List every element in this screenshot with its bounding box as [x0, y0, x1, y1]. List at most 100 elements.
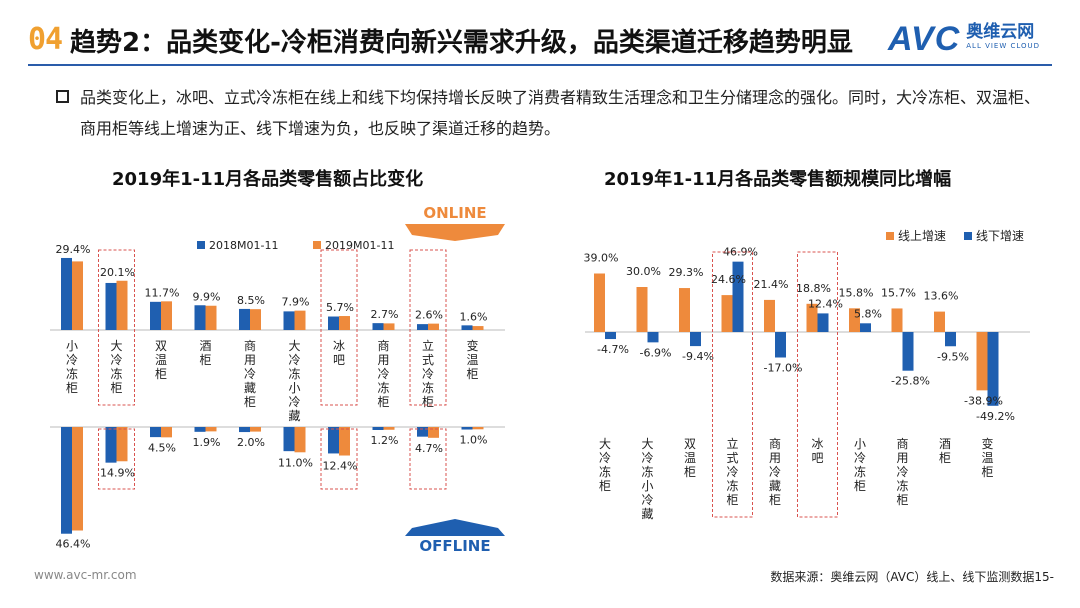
offline-growth-bar	[605, 332, 616, 340]
offline-growth-bar	[690, 332, 701, 347]
online-value-label: 20.1%	[100, 266, 135, 279]
legend-swatch-online	[886, 232, 894, 240]
online-growth-label: -38.9%	[964, 394, 1003, 407]
title-rule	[28, 64, 1052, 66]
offline-bar-2019	[294, 427, 306, 453]
online-value-label: 1.6%	[460, 310, 488, 323]
category-label: 大冷冻柜	[599, 437, 611, 493]
online-value-label: 9.9%	[193, 290, 221, 303]
logo-brand: AVC	[888, 20, 961, 58]
offline-growth-bar	[732, 261, 744, 332]
online-bar-2019	[116, 280, 128, 330]
online-growth-bar	[594, 273, 605, 332]
online-growth-label: 15.7%	[881, 286, 916, 299]
online-bar-2018	[461, 325, 473, 330]
offline-value-label: 11.0%	[278, 456, 313, 469]
offline-bar-2019	[428, 427, 439, 438]
online-growth-bar	[934, 311, 945, 332]
online-growth-bar	[806, 303, 818, 332]
offline-growth-label: -17.0%	[764, 362, 803, 375]
footer-source-text: 数据来源：奥维云网（AVC）线上、线下监测数据	[770, 570, 1035, 584]
offline-bar-2018	[239, 427, 250, 433]
offline-growth-label: 12.4%	[808, 297, 843, 310]
highlight-box	[797, 251, 838, 518]
online-growth-label: 39.0%	[584, 252, 619, 265]
offline-bar-2019	[339, 427, 350, 456]
online-highlight-box	[98, 249, 135, 406]
online-growth-label: 29.3%	[669, 266, 704, 279]
online-bar-2018	[283, 311, 295, 330]
online-growth-bar	[721, 295, 733, 332]
legend-label-offline: 线下增速	[976, 229, 1024, 243]
category-label: 酒柜	[939, 437, 951, 465]
offline-bar-2018	[328, 427, 339, 454]
online-arrow-icon	[405, 224, 505, 241]
legend-label-2018: 2018M01-11	[209, 239, 278, 252]
online-bar-2019	[472, 326, 484, 330]
offline-highlight-box	[98, 428, 135, 490]
logo-cn: 奥维云网	[966, 22, 1035, 42]
category-label: 冰吧	[811, 437, 823, 465]
online-bar-2019	[294, 310, 306, 330]
online-bar-2018	[105, 282, 117, 330]
offline-bar-2018	[194, 427, 206, 432]
offline-growth-label: -9.4%	[682, 350, 714, 363]
category-label: 冰吧	[333, 339, 345, 367]
online-bar-2018	[417, 324, 428, 330]
online-banner: ONLINE	[423, 204, 486, 222]
offline-growth-label: -4.7%	[597, 343, 629, 356]
online-value-label: 7.9%	[282, 296, 310, 309]
category-label: 变温柜	[466, 338, 478, 381]
offline-growth-label: -6.9%	[640, 346, 672, 359]
category-label: 变温柜	[981, 436, 993, 479]
category-label: 商用冷藏柜	[244, 338, 256, 409]
offline-bar-2018	[417, 427, 428, 437]
online-growth-bar	[764, 299, 775, 332]
online-highlight-box	[320, 249, 358, 406]
legend-swatch-offline	[964, 232, 972, 240]
logo-en: ALL VIEW CLOUD	[966, 42, 1041, 50]
offline-arrow-icon	[405, 519, 505, 536]
offline-growth-bar	[775, 332, 786, 358]
offline-growth-bar	[902, 332, 914, 371]
offline-value-label: 4.5%	[148, 441, 176, 454]
offline-growth-label: -25.8%	[891, 375, 930, 388]
offline-banner: OFFLINE	[419, 537, 490, 555]
online-bar-2019	[339, 316, 350, 330]
category-label: 立式冷冻柜	[422, 338, 434, 409]
online-growth-label: 13.6%	[924, 290, 959, 303]
offline-value-label: 1.9%	[193, 436, 221, 449]
online-growth-label: 15.8%	[839, 286, 874, 299]
offline-value-label: 1.0%	[460, 434, 488, 447]
online-bar-2018	[150, 301, 161, 330]
right-chart: 线上增速 线下增速 39.0% -4.7% 大冷冻柜 30.0% -6.9% 大冷冻小冷藏 29…	[584, 229, 1030, 521]
bullet-square-icon	[56, 90, 69, 103]
offline-bar-2018	[461, 427, 473, 430]
category-label: 双温柜	[155, 339, 167, 381]
online-bar-2019	[161, 301, 172, 330]
offline-growth-bar	[987, 332, 999, 406]
right-chart-title: 2019年1-11月各品类零售额规模同比增幅	[604, 169, 952, 190]
page-title: 趋势2：品类变化-冷柜消费向新兴需求升级，品类渠道迁移趋势明显	[70, 28, 853, 58]
offline-bar-2018	[283, 427, 295, 452]
online-bar-2019	[383, 323, 395, 330]
online-growth-bar	[636, 287, 648, 332]
offline-bar-2019	[161, 427, 172, 438]
online-value-label: 5.7%	[326, 301, 354, 314]
online-highlight-box	[409, 249, 447, 406]
online-bar-2019	[72, 261, 83, 330]
footer-website[interactable]: www.avc-mr.com	[34, 568, 137, 582]
online-bar-2019	[250, 309, 261, 330]
online-bar-2019	[205, 305, 217, 330]
offline-bar-2018	[150, 427, 161, 438]
offline-growth-bar	[860, 323, 871, 332]
offline-bar-2018	[61, 427, 72, 534]
avc-logo: AVC 奥维云网 ALL VIEW CLOUD	[888, 22, 1040, 56]
online-value-label: 2.6%	[415, 309, 443, 322]
description-text: 品类变化上，冰吧、立式冷冻柜在线上和线下均保持增长反映了消费者精致生活理念和卫生…	[80, 88, 1041, 138]
online-growth-bar	[849, 308, 860, 332]
legend-swatch-2019	[313, 241, 321, 249]
online-value-label: 2.7%	[371, 308, 399, 321]
online-value-label: 29.4%	[56, 243, 91, 256]
category-label: 大冷冻柜	[110, 339, 122, 395]
